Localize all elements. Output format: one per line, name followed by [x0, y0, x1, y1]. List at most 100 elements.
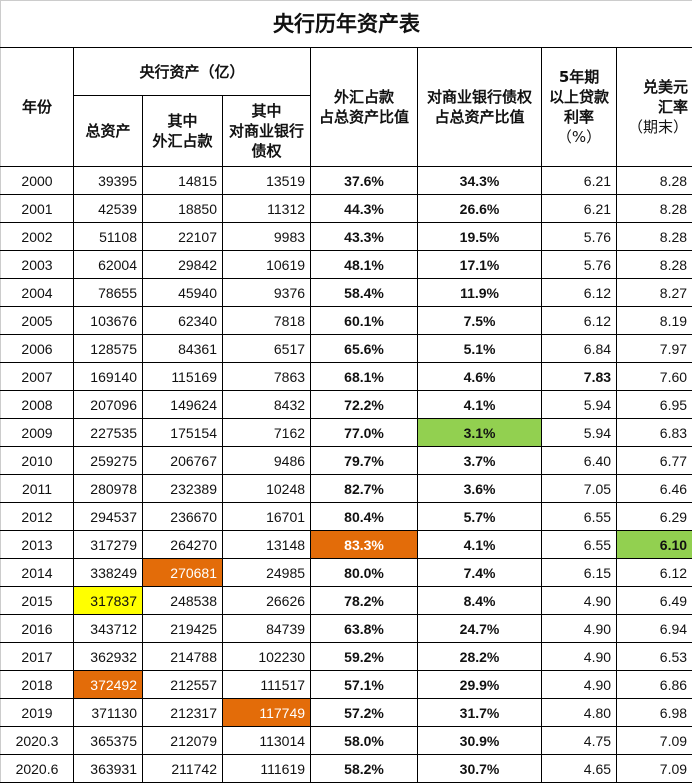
cell-year: 2020.3	[0, 726, 74, 755]
cell-fx-ratio: 68.1%	[310, 362, 419, 391]
cell-year: 2009	[0, 418, 74, 447]
cell-fx-holdings: 214788	[142, 642, 223, 671]
header-loan-rate: 5年期 以上贷款 利率 （%）	[541, 47, 618, 167]
cell-year: 2015	[0, 586, 74, 615]
cell-fx-ratio: 72.2%	[310, 390, 419, 419]
central-bank-assets-table: 年份 央行资产（亿） 外汇占款 占总资产比值 对商业银行债权 占总资产比值 5年…	[0, 47, 692, 783]
cell-total-assets: 259275	[73, 446, 143, 475]
cell-bank-claims: 8432	[221, 390, 312, 419]
cell-total-assets: 338249	[73, 558, 143, 587]
cell-total-assets: 62004	[73, 250, 143, 279]
cell-usd-rate: 7.97	[616, 334, 692, 363]
cell-year: 2016	[0, 614, 74, 643]
cell-bank-claims: 7863	[221, 362, 312, 391]
cell-loan-rate: 4.90	[541, 586, 618, 615]
table-row: 2011 280978 232389 10248 82.7% 3.6% 7.05 6.46	[0, 474, 692, 503]
cell-total-assets: 169140	[73, 362, 143, 391]
cell-usd-rate: 7.09	[616, 754, 692, 783]
header-bank-ratio-l1: 对商业银行债权	[427, 88, 533, 106]
cell-fx-ratio: 80.0%	[310, 558, 419, 587]
cell-bank-claims: 10248	[221, 474, 312, 503]
cell-loan-rate: 6.21	[541, 194, 618, 223]
cell-loan-rate: 4.75	[541, 726, 618, 755]
cell-bank-ratio: 28.2%	[417, 642, 543, 671]
header-total-assets: 总资产	[73, 95, 143, 167]
table-row: 2018 372492 212557 111517 57.1% 29.9% 4.90 6.86	[0, 670, 692, 699]
cell-fx-ratio: 37.6%	[310, 166, 419, 195]
cell-year: 2005	[0, 306, 74, 335]
cell-bank-ratio: 26.6%	[417, 194, 543, 223]
cell-bank-claims: 113014	[221, 726, 312, 755]
cell-usd-rate: 6.95	[616, 390, 692, 419]
header-bank-claims: 其中 对商业银行 债权	[221, 95, 312, 167]
cell-fx-holdings: 29842	[142, 250, 223, 279]
cell-bank-claims: 9376	[221, 278, 312, 307]
cell-bank-ratio: 4.6%	[417, 362, 543, 391]
table-row: 2006 128575 84361 6517 65.6% 5.1% 6.84 7.97	[0, 334, 692, 363]
cell-fx-holdings: 62340	[142, 306, 223, 335]
cell-bank-claims: 6517	[221, 334, 312, 363]
cell-loan-rate: 4.90	[541, 642, 618, 671]
cell-fx-holdings: 149624	[142, 390, 223, 419]
header-rate-l1: 5年期	[558, 68, 600, 86]
cell-loan-rate: 6.55	[541, 502, 618, 531]
cell-year: 2010	[0, 446, 74, 475]
cell-fx-holdings: 236670	[142, 502, 223, 531]
table-row: 2009 227535 175154 7162 77.0% 3.1% 5.94 6.83	[0, 418, 692, 447]
cell-loan-rate: 7.05	[541, 474, 618, 503]
header-usd-l1: 兑美元	[643, 78, 689, 96]
header-assets-group: 央行资产（亿）	[72, 47, 312, 96]
table-row: 2020.3 365375 212079 113014 58.0% 30.9% 4.75 7.…	[0, 726, 692, 755]
cell-total-assets: 365375	[73, 726, 143, 755]
cell-fx-ratio: 48.1%	[310, 250, 419, 279]
cell-bank-ratio: 19.5%	[417, 222, 543, 251]
cell-fx-ratio: 83.3%	[310, 530, 419, 559]
cell-fx-ratio: 58.4%	[310, 278, 419, 307]
cell-bank-ratio: 3.6%	[417, 474, 543, 503]
cell-bank-ratio: 31.7%	[417, 698, 543, 727]
header-rate-l2: 以上贷款	[549, 88, 610, 106]
cell-loan-rate: 6.21	[541, 166, 618, 195]
cell-fx-holdings: 219425	[142, 614, 223, 643]
cell-bank-claims: 16701	[221, 502, 312, 531]
cell-usd-rate: 6.10	[616, 530, 692, 559]
header-fx-ratio: 外汇占款 占总资产比值	[310, 47, 419, 167]
cell-fx-holdings: 212317	[142, 698, 223, 727]
cell-loan-rate: 5.94	[541, 418, 618, 447]
cell-year: 2020.6	[0, 754, 74, 783]
cell-loan-rate: 5.76	[541, 250, 618, 279]
header-usd-rate: 兑美元 汇率 （期末）	[616, 47, 692, 167]
cell-bank-ratio: 8.4%	[417, 586, 543, 615]
cell-fx-holdings: 22107	[142, 222, 223, 251]
header-bank-l3: 债权	[251, 142, 282, 160]
cell-fx-ratio: 44.3%	[310, 194, 419, 223]
cell-bank-claims: 24985	[221, 558, 312, 587]
cell-total-assets: 280978	[73, 474, 143, 503]
cell-bank-claims: 13519	[221, 166, 312, 195]
table-row: 2013 317279 264270 13148 83.3% 4.1% 6.55 6.10	[0, 530, 692, 559]
cell-fx-holdings: 115169	[142, 362, 223, 391]
cell-usd-rate: 8.28	[616, 222, 692, 251]
cell-year: 2006	[0, 334, 74, 363]
cell-bank-claims: 102230	[221, 642, 312, 671]
cell-year: 2001	[0, 194, 74, 223]
cell-bank-claims: 11312	[221, 194, 312, 223]
table-title: 央行历年资产表	[0, 0, 692, 47]
cell-bank-ratio: 5.1%	[417, 334, 543, 363]
cell-usd-rate: 6.98	[616, 698, 692, 727]
cell-year: 2017	[0, 642, 74, 671]
cell-usd-rate: 7.09	[616, 726, 692, 755]
table-row: 2008 207096 149624 8432 72.2% 4.1% 5.94 6.95	[0, 390, 692, 419]
header-bank-ratio: 对商业银行债权 占总资产比值	[417, 47, 543, 167]
cell-usd-rate: 8.28	[616, 166, 692, 195]
table-row: 2005 103676 62340 7818 60.1% 7.5% 6.12 8.19	[0, 306, 692, 335]
cell-fx-holdings: 211742	[142, 754, 223, 783]
cell-bank-ratio: 30.9%	[417, 726, 543, 755]
table-row: 2004 78655 45940 9376 58.4% 11.9% 6.12 8.27	[0, 278, 692, 307]
cell-year: 2002	[0, 222, 74, 251]
header-fx-ratio-l1: 外汇占款	[334, 88, 395, 106]
cell-year: 2014	[0, 558, 74, 587]
cell-bank-ratio: 29.9%	[417, 670, 543, 699]
cell-year: 2013	[0, 530, 74, 559]
cell-total-assets: 128575	[73, 334, 143, 363]
